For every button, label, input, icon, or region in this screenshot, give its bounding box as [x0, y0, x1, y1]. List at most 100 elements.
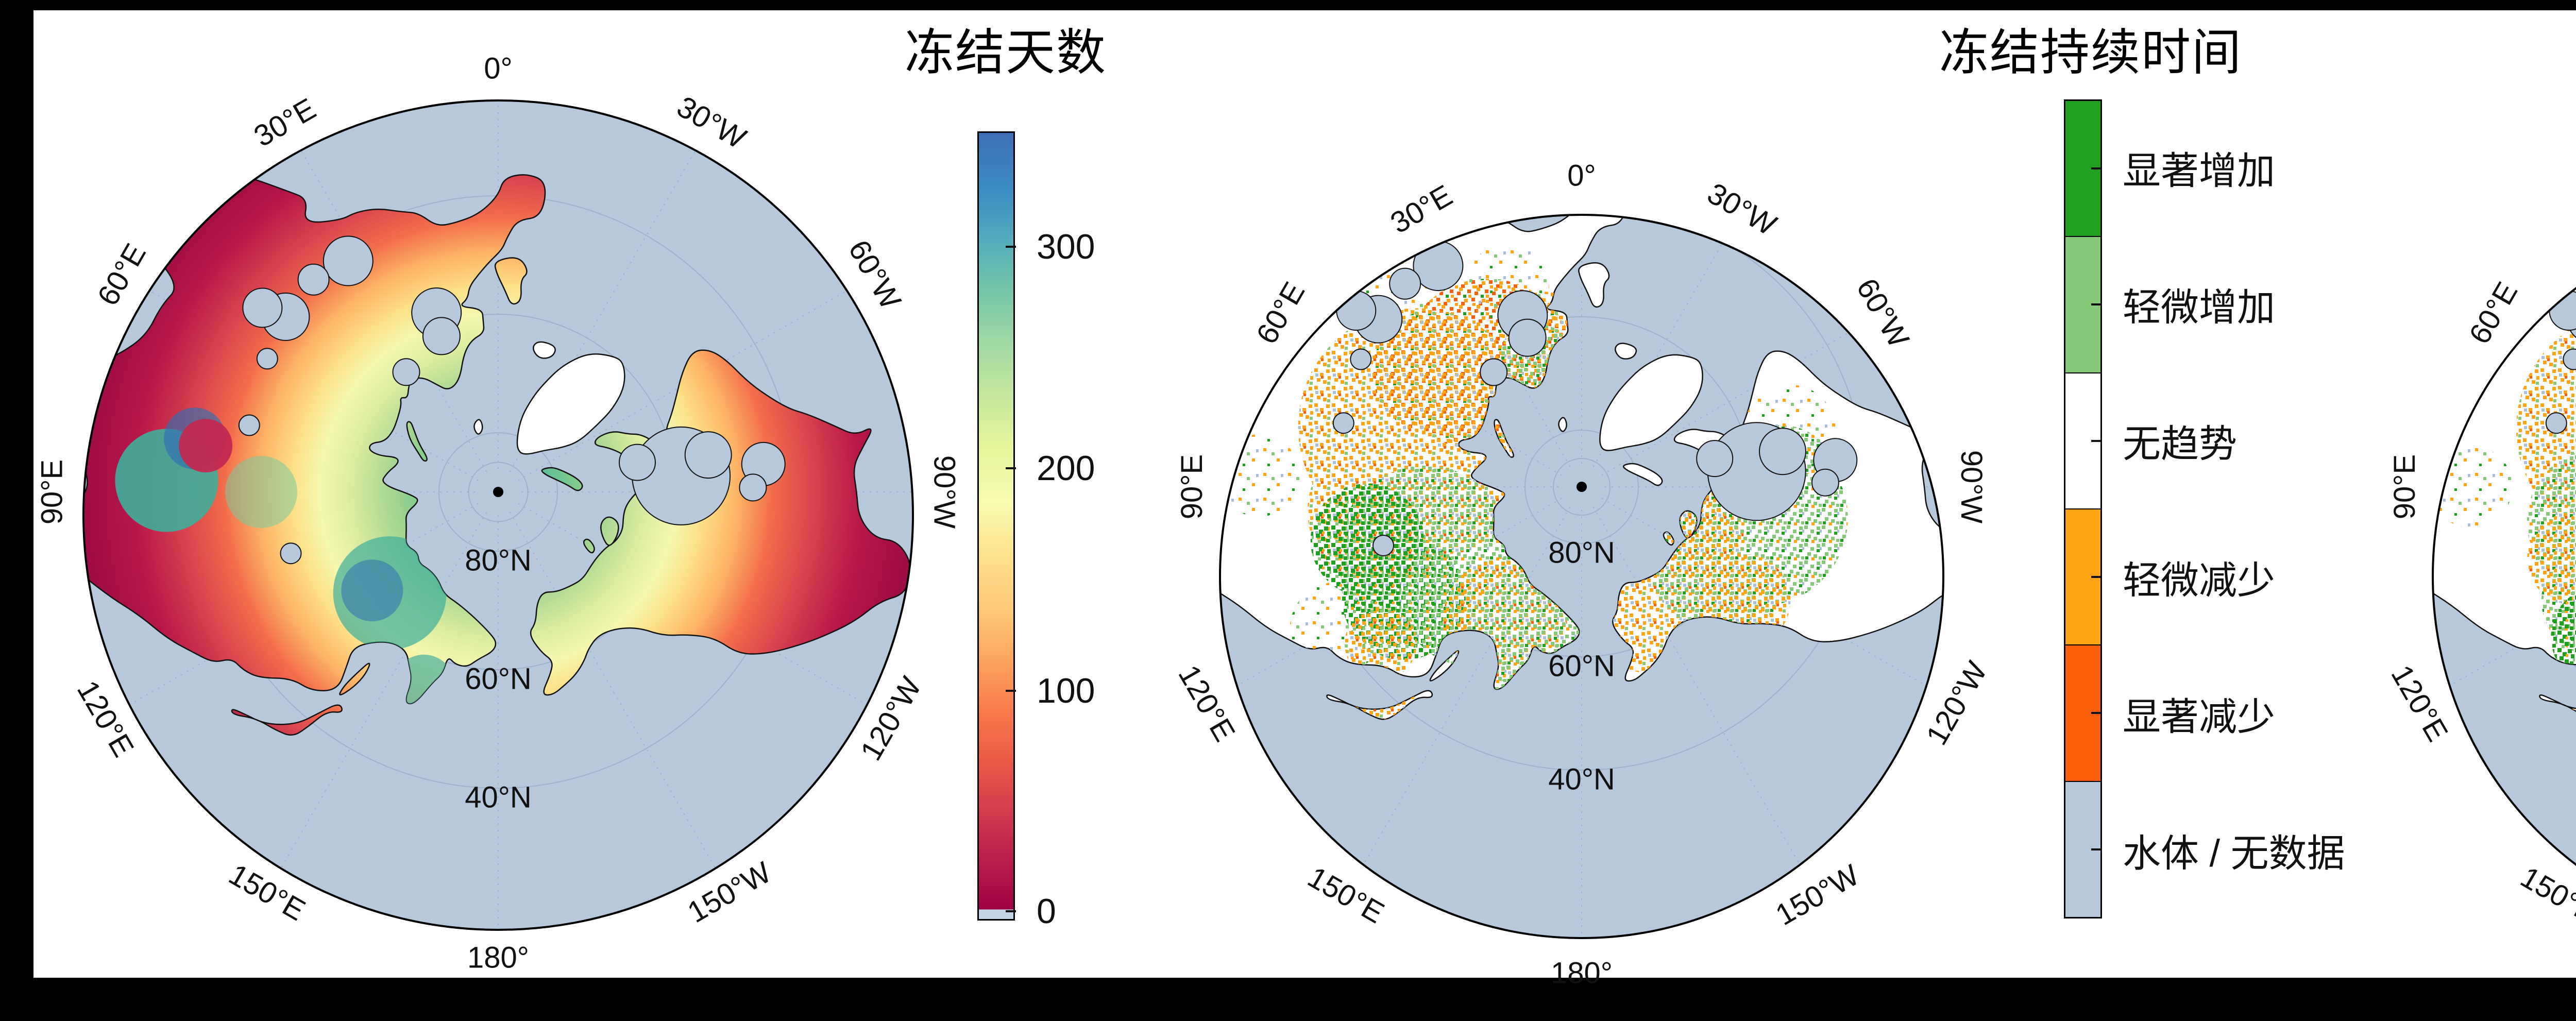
land-victoria: [600, 516, 619, 546]
graticule-meridian: [509, 512, 716, 869]
land-sakhalin: [339, 662, 370, 695]
lon-label: 0°: [1567, 159, 1596, 192]
graticule-ring-85N: [468, 462, 529, 522]
inner-sea: [2563, 348, 2576, 370]
inner-sea: [256, 348, 278, 370]
land-japan: [231, 704, 343, 736]
trend-speckle-blob: [2527, 512, 2576, 605]
lat-label: 60°N: [1548, 649, 1615, 683]
legend-swatch-water-nodata: [2065, 780, 2100, 917]
lon-label: 90°W: [1955, 450, 1988, 524]
trend-speckle-blob: [1344, 607, 1417, 680]
colorbar-tick-mark: [1006, 245, 1016, 248]
land-namerica: [530, 349, 911, 696]
colorbar-gradient: [977, 131, 1015, 921]
inner-sea: [2545, 412, 2567, 434]
colorbar-tick-mark: [1006, 467, 1016, 470]
legend-label: 显著增加: [2123, 149, 2275, 192]
land-japan: [2539, 690, 2576, 720]
map-freeze-duration: 80°N60°N40°N0°30°W60°W90°W120°W150°W180°…: [1172, 159, 1994, 990]
colorbar-tick-label: 0: [1037, 891, 1056, 931]
graticule-meridian: [1314, 332, 1562, 476]
land-iceland: [1615, 343, 1637, 360]
colorbar-tick-label: 100: [1037, 671, 1095, 711]
inner-sea: [1332, 412, 1354, 434]
land-novaya: [406, 421, 428, 462]
lat-label: 40°N: [465, 780, 532, 814]
inner-sea: [1696, 440, 1734, 478]
lon-label: 120°E: [2384, 659, 2454, 747]
inner-sea: [280, 542, 302, 565]
lon-label: 120°E: [1172, 659, 1242, 747]
graticule-meridian: [1601, 332, 1849, 476]
lat-label: 80°N: [465, 543, 532, 577]
land-banks: [583, 538, 595, 554]
lon-label: 30°W: [1702, 177, 1782, 243]
map-frame: [1219, 214, 1944, 939]
days-overlay-blob: [179, 419, 233, 473]
lat-label: 80°N: [1548, 536, 1615, 569]
map-title-freeze-duration: 冻结持续时间: [1939, 25, 2242, 80]
land-greenland: [1599, 354, 1703, 451]
legend-label: 水体 / 无数据: [2123, 832, 2345, 875]
lon-label: 60°E: [2463, 277, 2524, 350]
land-iceland: [533, 341, 556, 359]
map-frame: [2432, 287, 2576, 866]
inner-sea: [238, 414, 260, 436]
inner-sea: [1389, 267, 1421, 300]
trend-speckle-blob: [1220, 434, 1300, 517]
colorbar-tick-label: 300: [1037, 227, 1095, 266]
trend-speckle-blob: [1348, 330, 1452, 434]
legend-tick: [2091, 712, 2100, 714]
lon-label: 0°: [484, 52, 512, 85]
lon-label: 60°E: [1250, 277, 1311, 350]
graticule-meridian: [300, 150, 487, 472]
colorbar-tick-mark: [1006, 910, 1016, 912]
land-svalbard: [1558, 417, 1567, 432]
trend-speckle-blob: [2433, 446, 2513, 528]
inner-sea: [323, 235, 374, 286]
graticule-meridian: [1592, 243, 1723, 467]
days-overlay-layer: [115, 407, 455, 717]
inner-sea: [392, 358, 420, 386]
land-ellesmere: [1622, 463, 1663, 486]
legend-tick: [2091, 848, 2100, 850]
lon-label: 180°: [467, 941, 529, 974]
legend-tick: [2091, 303, 2100, 306]
inner-sea: [619, 444, 656, 481]
colorbar-freeze-days: 300 200 100 0: [977, 131, 1095, 931]
land-uk: [1578, 262, 1610, 308]
map-freeze-days: 80°N60°N40°N0°30°W60°W90°W120°W150°W180°…: [36, 52, 961, 974]
inner-sea: [1759, 428, 1806, 475]
lat-label: 40°N: [1548, 762, 1615, 796]
inner-sea: [684, 431, 732, 479]
colorbar-tick-label: 200: [1037, 449, 1095, 488]
legend-swatch-sig-decrease: [2065, 644, 2100, 781]
pole-dot: [1577, 482, 1587, 492]
legend-freeze-duration: 显著增加 轻微增加 无趋势 轻微减少 显著减少 水体 / 无数据: [2064, 99, 2345, 918]
legend-tick: [2091, 167, 2100, 170]
land-svalbard: [473, 419, 483, 435]
inner-sea: [1350, 348, 1372, 370]
lon-label: 90°E: [2388, 454, 2421, 519]
inner-sea: [1336, 291, 1377, 331]
legend-swatch-slight-increase: [2065, 236, 2100, 372]
lat-label: 60°N: [465, 662, 532, 695]
graticule-meridian: [518, 290, 848, 481]
inner-sea: [739, 473, 767, 502]
inner-sea: [422, 317, 461, 355]
lon-label: 30°E: [1385, 179, 1458, 240]
legend-label: 轻微减少: [2123, 559, 2275, 602]
lon-label: 90°W: [927, 455, 961, 529]
legend-bar: [2064, 99, 2102, 918]
land-ellesmere: [541, 467, 583, 491]
land-uk: [494, 257, 528, 305]
legend-label: 无趋势: [2123, 422, 2237, 465]
legend-swatch-sig-increase: [2065, 101, 2100, 236]
graticule-meridian: [509, 150, 696, 472]
colorbar-tick-mark: [1006, 690, 1016, 692]
lon-label: 150°E: [2515, 860, 2576, 930]
legend-tick: [2091, 576, 2100, 578]
